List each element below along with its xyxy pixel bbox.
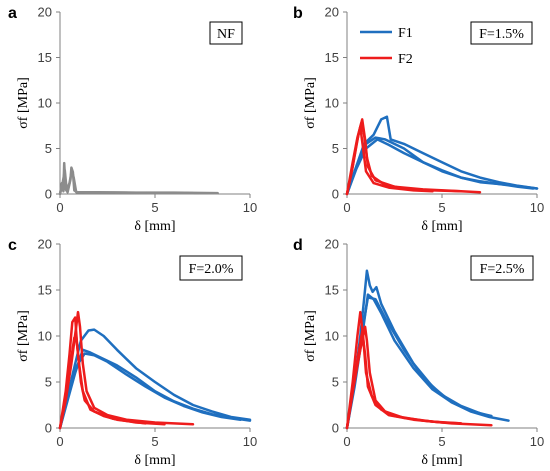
x-tick-label: 10 (243, 200, 257, 215)
series-line-f1 (345, 138, 535, 196)
y-tick-label: 5 (45, 375, 52, 390)
y-tick-label: 0 (45, 187, 52, 202)
series-line-f1 (58, 352, 242, 430)
y-tick-label: 0 (332, 421, 339, 436)
series-line-f1 (345, 115, 539, 196)
y-axis-label: σf [MPa] (16, 77, 31, 128)
panel-letter: a (8, 5, 17, 22)
series-line-f2 (345, 325, 463, 430)
y-tick-label: 15 (325, 283, 339, 298)
x-tick-label: 5 (438, 200, 445, 215)
annotation-label: NF (217, 27, 235, 42)
chart-panel-a: a 0 5 10 15 20 0 5 10 σf [MPa] δ [mm] NF (8, 5, 257, 235)
y-axis-label: σf [MPa] (303, 310, 318, 361)
y-tick-label: 15 (38, 283, 52, 298)
series-line-f1 (345, 269, 510, 430)
x-axis-label: δ [mm] (421, 453, 462, 468)
panel-letter: c (8, 237, 17, 254)
x-tick-label: 10 (530, 434, 544, 449)
x-tick-label: 0 (56, 434, 63, 449)
y-tick-label: 15 (325, 50, 339, 65)
series-line-f1 (58, 328, 252, 430)
annotation-box (470, 255, 534, 281)
x-tick-label: 10 (530, 200, 544, 215)
x-tick-label: 0 (343, 434, 350, 449)
y-axis-label: σf [MPa] (303, 77, 318, 128)
annotation-label: F=1.5% (479, 27, 524, 42)
x-tick-label: 5 (151, 200, 158, 215)
x-axis-label: δ [mm] (421, 219, 462, 234)
x-tick-label: 5 (438, 434, 445, 449)
x-axis-label: δ [mm] (134, 219, 175, 234)
annotation-box (470, 21, 533, 45)
chart-panel-d: d 0 5 10 15 20 0 5 10 σf [MPa] δ [mm] F=2.5% (293, 237, 544, 469)
y-tick-label: 20 (325, 5, 339, 20)
y-tick-label: 5 (332, 375, 339, 390)
annotation-box (179, 255, 243, 281)
y-tick-label: 20 (325, 237, 339, 252)
y-tick-label: 10 (38, 329, 52, 344)
panel-letter: b (293, 5, 303, 22)
chart-panel-c: c 0 5 10 15 20 0 5 10 σf [MPa] δ [mm] F=2.0% (8, 237, 257, 469)
series-line-nf (58, 161, 219, 196)
series-line-f2 (58, 316, 166, 430)
series-line-f2 (345, 121, 463, 196)
legend-label-f1: F1 (398, 26, 413, 41)
y-tick-label: 20 (38, 237, 52, 252)
annotation-label: F=2.0% (189, 262, 234, 277)
series-line-nf (58, 169, 195, 196)
annotation-label: F=2.5% (480, 262, 525, 277)
y-tick-label: 15 (38, 50, 52, 65)
y-tick-label: 5 (45, 141, 52, 156)
chart-panel-b: b 0 5 10 15 20 0 5 10 σf [MPa] δ [mm] F=1.5% F1 F2 (293, 5, 544, 235)
x-tick-label: 5 (151, 434, 158, 449)
x-axis-label: δ [mm] (134, 453, 175, 468)
x-tick-label: 0 (343, 200, 350, 215)
y-tick-label: 20 (38, 5, 52, 20)
y-tick-label: 10 (38, 96, 52, 111)
y-axis-label: σf [MPa] (16, 310, 31, 361)
panel-letter: d (293, 237, 303, 254)
x-tick-label: 0 (56, 200, 63, 215)
y-tick-label: 10 (325, 96, 339, 111)
y-tick-label: 5 (332, 141, 339, 156)
legend-label-f2: F2 (398, 52, 413, 67)
y-tick-label: 0 (332, 187, 339, 202)
y-tick-label: 10 (325, 329, 339, 344)
x-tick-label: 10 (243, 434, 257, 449)
annotation-box (209, 21, 243, 45)
y-tick-label: 0 (45, 421, 52, 436)
